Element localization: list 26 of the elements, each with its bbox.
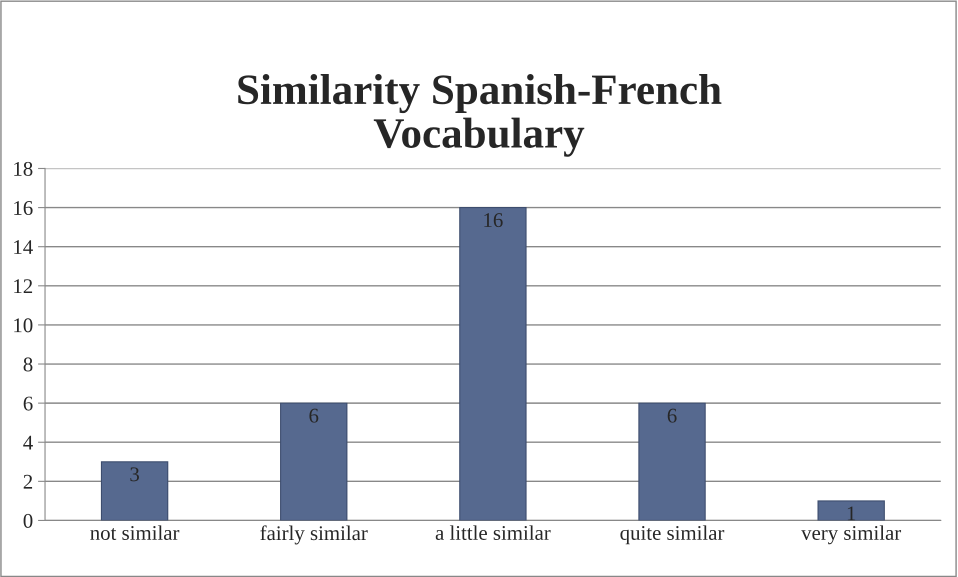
y-tick-label: 18 [14, 162, 32, 176]
data-label: 6 [309, 408, 318, 423]
y-tick-label: 14 [14, 240, 33, 254]
x-tick-label: not similar [90, 525, 180, 540]
data-label: 3 [130, 467, 139, 482]
y-tick-label: 0 [24, 514, 32, 528]
data-label: 16 [484, 213, 503, 228]
y-tick-label: 6 [24, 396, 33, 411]
x-tick-label: fairly similar [260, 525, 368, 544]
bar [280, 402, 348, 520]
x-tick-label: very similar [801, 525, 902, 544]
bar [459, 207, 527, 520]
y-tick-label: 16 [14, 201, 33, 216]
y-tick-label: 12 [14, 279, 32, 294]
y-tick-label: 2 [24, 474, 32, 489]
x-tick-label: quite similar [620, 525, 724, 544]
bar [638, 402, 706, 520]
y-tick-label: 10 [14, 318, 32, 332]
bar [100, 461, 168, 520]
x-tick-label: a little similar [436, 525, 551, 540]
y-tick-label: 4 [23, 436, 33, 450]
chart-title: Similarity Spanish-French Vocabulary [238, 74, 722, 157]
bar [817, 500, 885, 520]
data-label: 1 [848, 506, 856, 520]
y-tick-label: 8 [24, 357, 32, 372]
data-label: 6 [668, 408, 677, 423]
